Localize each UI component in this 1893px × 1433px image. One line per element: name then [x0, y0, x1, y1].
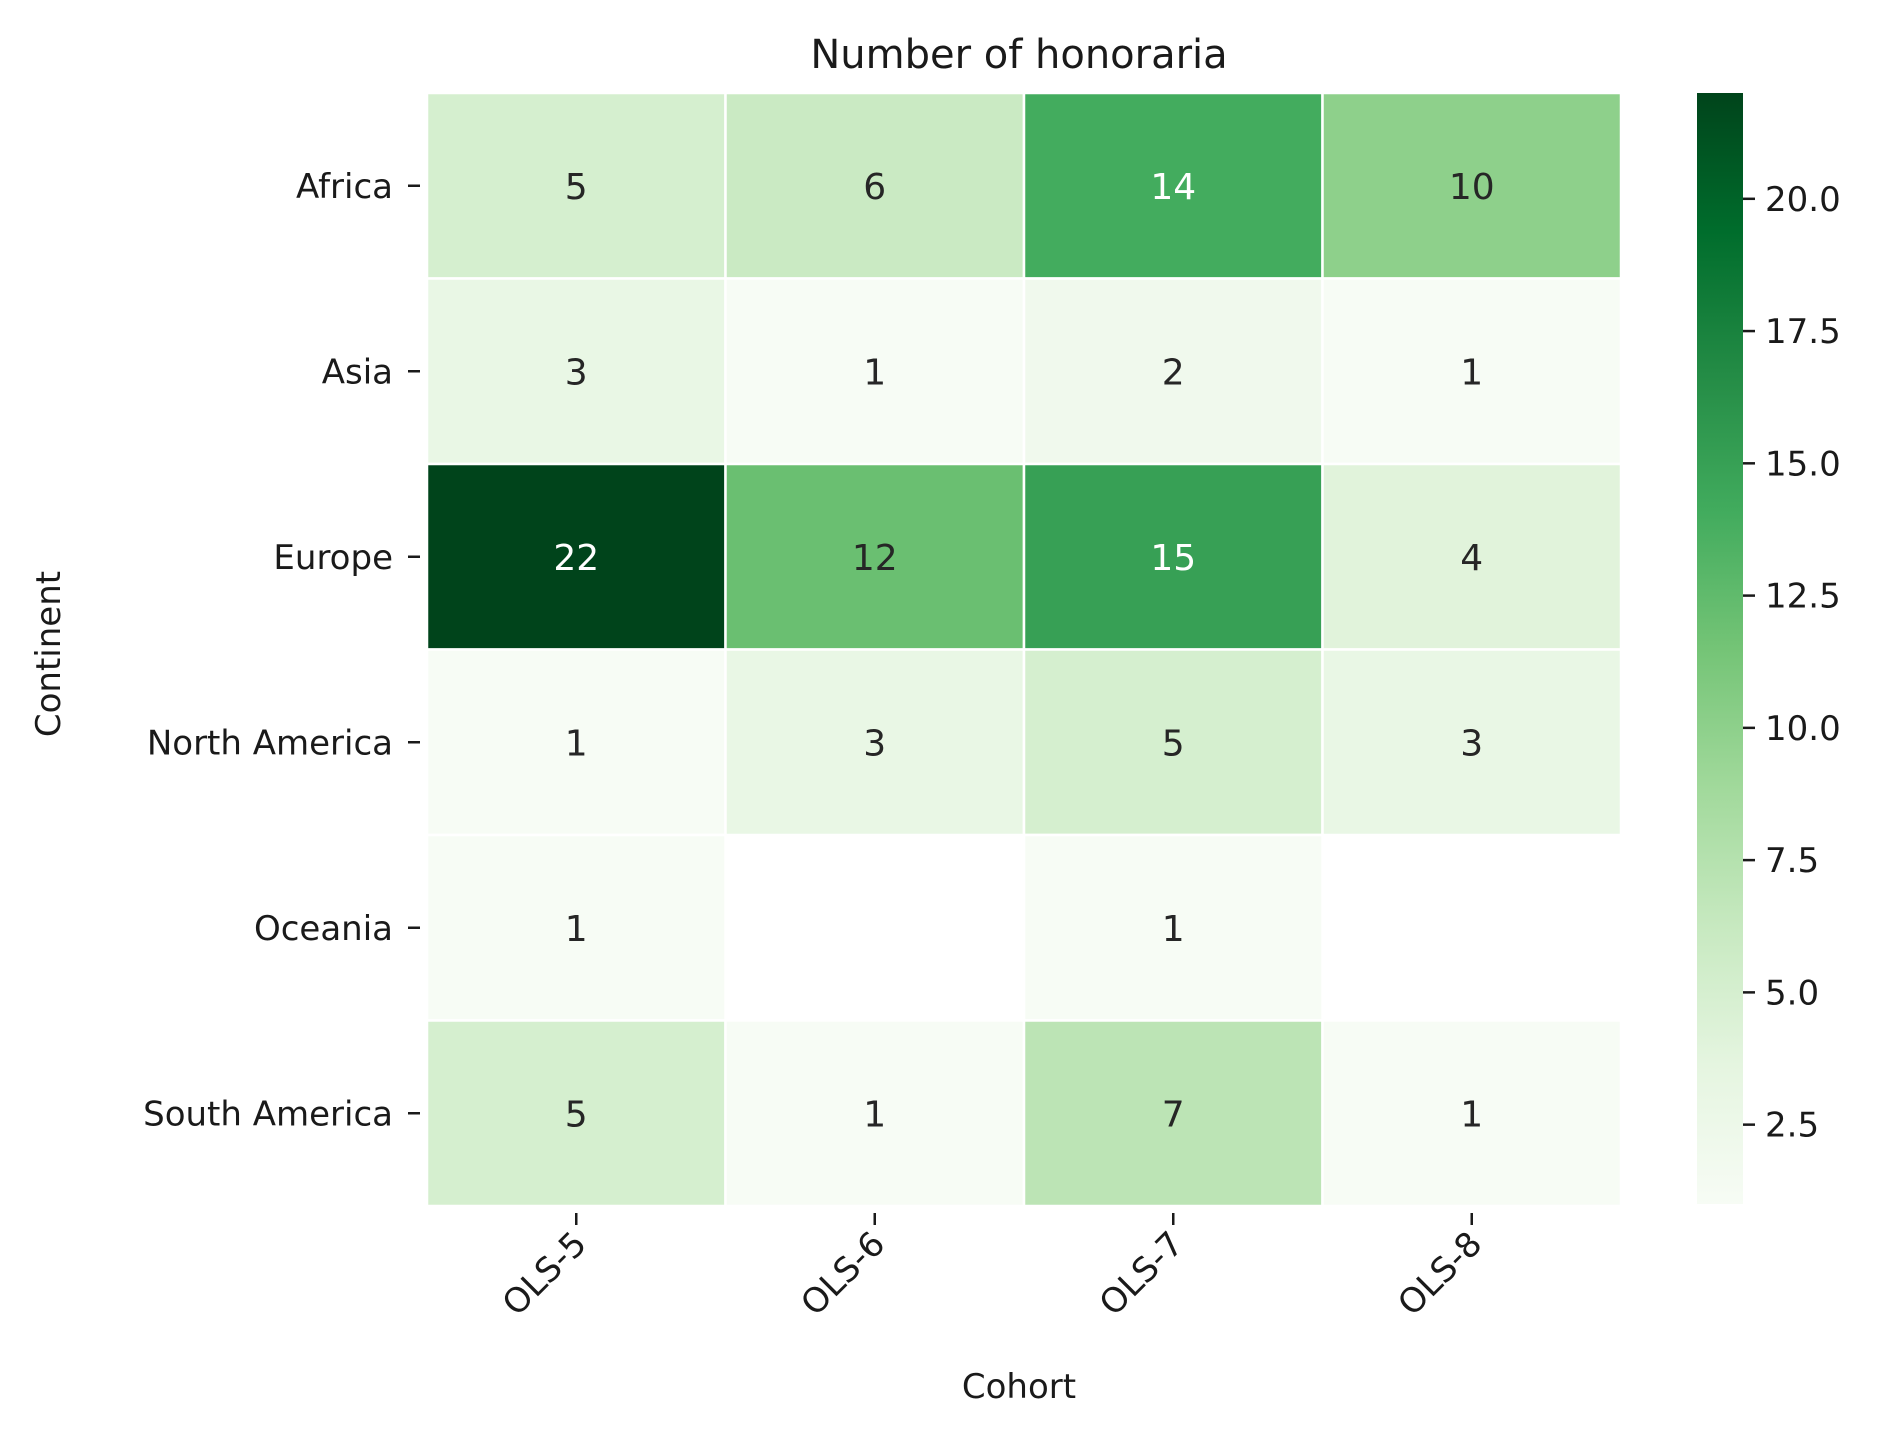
heatmap-cell	[1022, 648, 1324, 837]
heatmap-cell	[724, 91, 1026, 280]
heatmap-cell	[1321, 277, 1623, 466]
colorbar: 2.5 5.0 7.5 10.0 12.5 15.0 17.5 20.0	[1697, 93, 1841, 1204]
chart-title: Number of honoraria	[810, 32, 1227, 78]
heatmap-cell	[724, 462, 1026, 651]
heatmap-cell	[425, 1019, 727, 1208]
heatmap-cell	[425, 277, 727, 466]
colorbar-tick-label: 5.0	[1765, 973, 1819, 1013]
cell-value-label: 7	[1162, 1094, 1185, 1135]
cell-value-label: 12	[852, 538, 898, 579]
x-tick-label: OLS-6	[793, 1224, 893, 1324]
cell-value-label: 1	[1460, 1094, 1483, 1135]
cell-value-label: 5	[565, 1094, 588, 1135]
heatmap-cell	[1022, 91, 1324, 280]
cell-value-label: 1	[863, 1094, 886, 1135]
cell-value-label: 4	[1460, 538, 1483, 579]
cell-value-label: 14	[1150, 167, 1196, 208]
cell-value-label: 22	[553, 538, 599, 579]
y-tick-label: Asia	[322, 352, 393, 392]
heatmap-cell	[724, 648, 1026, 837]
heatmap-cell	[1321, 462, 1623, 651]
y-tick-label: Africa	[296, 167, 393, 207]
cell-value-label: 1	[1162, 909, 1185, 950]
cell-value-label: 3	[863, 723, 886, 764]
cell-value-label: 5	[565, 167, 588, 208]
colorbar-tick-label: 20.0	[1765, 180, 1841, 220]
colorbar-tick-label: 15.0	[1765, 444, 1841, 484]
x-tick-label: OLS-8	[1390, 1224, 1490, 1324]
colorbar-tick-label: 17.5	[1765, 312, 1841, 352]
cell-value-label: 10	[1449, 167, 1495, 208]
y-axis-label: Continent	[29, 571, 69, 737]
cell-value-label: 1	[565, 909, 588, 950]
heatmap-cell	[1022, 833, 1324, 1022]
cell-value-label: 3	[1460, 723, 1483, 764]
cell-value-label: 1	[863, 352, 886, 393]
cell-value-label: 15	[1150, 538, 1196, 579]
y-tick-labels: Africa Asia Europe North America Oceania Sout…	[143, 167, 420, 1134]
y-tick-label: Oceania	[254, 909, 393, 949]
x-axis-label: Cohort	[962, 1367, 1076, 1407]
cell-value-label: 5	[1162, 723, 1185, 764]
heatmap-cell	[1321, 648, 1623, 837]
x-tick-label: OLS-7	[1092, 1224, 1192, 1324]
y-tick-label: North America	[147, 723, 393, 763]
heatmap-cell	[1321, 1019, 1623, 1208]
x-tick-labels: OLS-5 OLS-6 OLS-7 OLS-8	[495, 1213, 1490, 1324]
colorbar-gradient	[1697, 93, 1743, 1204]
cell-value-label: 3	[565, 352, 588, 393]
cell-value-label: 2	[1162, 352, 1185, 393]
heatmap-cell	[724, 1019, 1026, 1208]
cell-value-label: 1	[565, 723, 588, 764]
cell-value-label: 6	[863, 167, 886, 208]
colorbar-tick-label: 7.5	[1765, 841, 1819, 881]
heatmap-cell	[1321, 91, 1623, 280]
heatmap-cell	[425, 648, 727, 837]
colorbar-tick-label: 12.5	[1765, 577, 1841, 617]
heatmap-cell	[724, 277, 1026, 466]
heatmap-cell	[425, 91, 727, 280]
colorbar-tick-label: 10.0	[1765, 709, 1841, 749]
cell-value-label: 1	[1460, 352, 1483, 393]
x-tick-label: OLS-5	[495, 1224, 595, 1324]
colorbar-tick-label: 2.5	[1765, 1106, 1819, 1146]
cell-annotations: 5 6 14 103 1 2 122 12 15 41 3 5 31 15 1 7 1	[553, 167, 1494, 1136]
y-tick-label: South America	[143, 1094, 393, 1134]
heatmap-cells	[425, 91, 1623, 1208]
heatmap-cell	[1022, 1019, 1324, 1208]
heatmap-cell	[425, 833, 727, 1022]
y-tick-label: Europe	[273, 538, 393, 578]
